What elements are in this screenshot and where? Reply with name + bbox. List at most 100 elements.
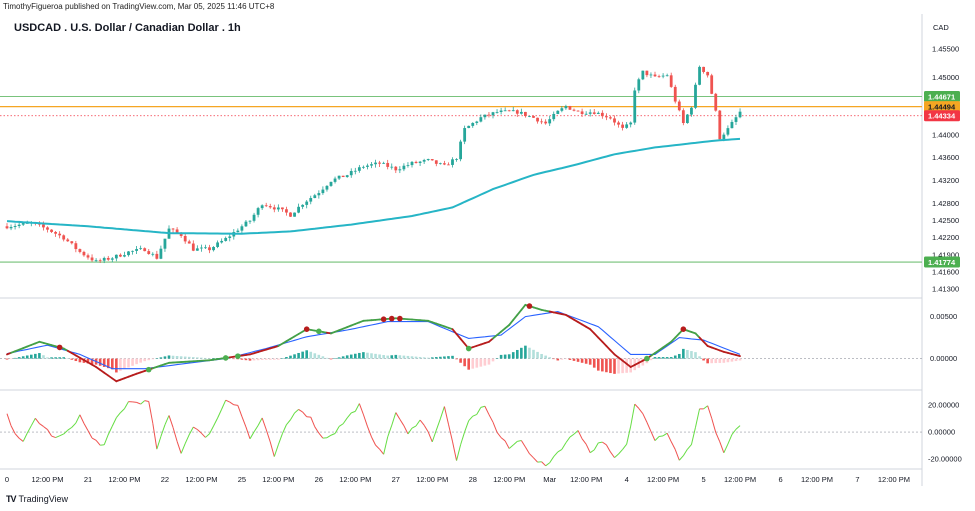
rsi-segment [391, 412, 397, 426]
histogram-bar [329, 358, 333, 360]
osc-fast-segment [694, 332, 701, 339]
price-tag [924, 101, 960, 113]
bull-candle [240, 226, 244, 231]
rsi-segment [524, 446, 530, 454]
rsi-segment [30, 418, 36, 426]
rsi-segment [723, 443, 729, 454]
grid [0, 14, 923, 486]
histogram-bar [698, 356, 701, 359]
rsi-segment [379, 448, 385, 455]
histogram-bar [516, 349, 519, 359]
rsi-segment [176, 441, 182, 454]
histogram-bar [532, 349, 535, 359]
rsi-segment [690, 427, 696, 445]
bear-cross-dot [397, 315, 403, 322]
rsi-segment [265, 429, 271, 443]
bull-candle [151, 253, 155, 255]
time-tick-label: 12:00 PM [185, 475, 217, 484]
rsi-segment [111, 417, 117, 427]
histogram-bar [653, 357, 657, 359]
rsi-segment [213, 417, 219, 427]
bear-candle [119, 254, 122, 257]
bear-candle [434, 160, 438, 164]
rsi-segment [654, 436, 660, 441]
tradingview-logo-icon: TV [6, 494, 16, 504]
rsi-segment [71, 422, 77, 428]
osc-tick-label: 0.00500 [930, 312, 957, 321]
rsi-segment [180, 443, 186, 454]
rsi-segment [209, 425, 214, 434]
bull-candle [200, 247, 203, 249]
bull-candle [556, 110, 560, 114]
rsi-tick-label: -20.00000 [928, 455, 962, 464]
histogram-bar [208, 358, 211, 359]
bear-candle [281, 207, 284, 210]
bear-candle [609, 117, 612, 119]
histogram-bar [354, 353, 357, 359]
time-tick-label: 12:00 PM [416, 475, 448, 484]
bull-candle [483, 114, 487, 118]
bear-cross-dot [526, 303, 533, 309]
rsi-segment [605, 444, 611, 453]
rsi-segment [618, 449, 623, 455]
bear-cross-dot [303, 326, 310, 333]
bear-candle [710, 75, 714, 94]
rsi-segment [39, 423, 44, 427]
bull-candle [471, 122, 475, 126]
rsi-segment [79, 414, 85, 424]
histogram-bar [730, 358, 734, 362]
histogram-bar [228, 358, 232, 359]
histogram-bar [726, 358, 730, 363]
tradingview-brand[interactable]: TV TradingView [6, 494, 68, 504]
rsi-segment [67, 426, 73, 431]
bear-candle [414, 161, 418, 163]
time-tick-label: 12:00 PM [339, 475, 371, 484]
rsi-segment [140, 400, 146, 405]
histogram-bar [309, 351, 313, 359]
bear-candle [515, 110, 519, 114]
rsi-tick-label: 0.00000 [928, 428, 955, 437]
bear-candle [74, 243, 78, 250]
rsi-segment [107, 425, 113, 435]
bear-candle [78, 249, 82, 252]
bear-cross-dot [56, 344, 63, 351]
histogram-bar [406, 355, 410, 359]
bear-candle [613, 118, 616, 123]
rsi-segment [351, 410, 356, 414]
bull-candle [131, 250, 134, 252]
histogram-bar [617, 358, 620, 374]
rsi-segment [682, 449, 688, 456]
rsi-segment [257, 417, 263, 426]
bull-candle [495, 111, 499, 113]
rsi-segment [464, 420, 470, 432]
rsi-segment [298, 408, 303, 413]
bear-candle [70, 241, 74, 244]
bear-candle [681, 110, 685, 124]
histogram-bar [560, 358, 564, 360]
rsi-segment [233, 404, 238, 406]
histogram-bar [46, 357, 49, 359]
histogram-bar [625, 358, 628, 373]
rsi-segment [18, 437, 24, 442]
histogram-bar [248, 358, 252, 361]
bear-candle [5, 226, 9, 229]
rsi-segment [338, 423, 344, 427]
osc-fast-segment [597, 336, 604, 343]
bear-candle [289, 212, 292, 217]
histogram-bar [321, 356, 325, 359]
price-tag-label: 1.44671 [928, 92, 955, 101]
price-tick-label: 1.42200 [932, 233, 959, 242]
rsi-segment [622, 443, 628, 450]
histogram-bar [289, 355, 292, 359]
histogram-bar [264, 358, 268, 360]
histogram-bar [597, 358, 600, 371]
histogram-bar [297, 352, 300, 359]
rsi-segment [517, 439, 522, 442]
histogram-bar [305, 350, 308, 359]
histogram-bar [609, 358, 612, 374]
histogram-bar [78, 358, 82, 363]
bull-candle [228, 236, 232, 238]
histogram-bar [629, 358, 632, 373]
